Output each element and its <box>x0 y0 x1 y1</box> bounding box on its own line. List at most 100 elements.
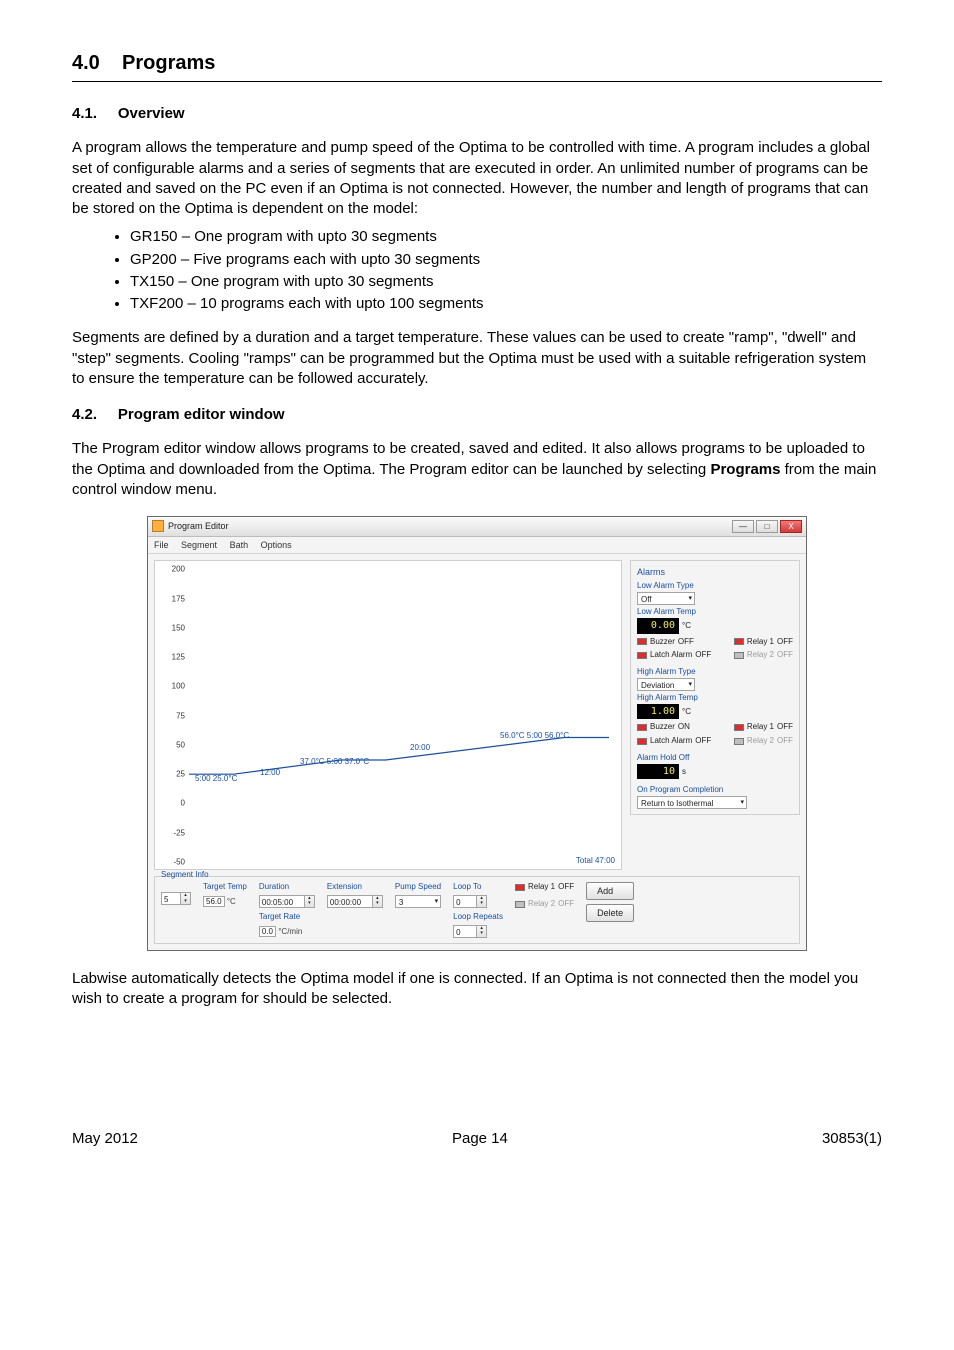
loop-to-label: Loop To <box>453 882 503 893</box>
seg-relay1-label: Relay 1 <box>528 882 555 893</box>
list-item: TXF200 – 10 programs each with upto 100 … <box>130 294 882 314</box>
extension-input[interactable]: 00:00:00 <box>327 895 373 908</box>
target-rate-input[interactable]: 0.0 <box>259 926 276 937</box>
low-relay1-state: OFF <box>777 637 793 648</box>
sub2-number: 4.2. <box>72 406 97 423</box>
pump-speed-select[interactable]: 3 <box>395 895 441 908</box>
relay-led-icon[interactable] <box>515 884 525 891</box>
loop-repeats-input[interactable]: 0 <box>453 925 477 938</box>
low-buzzer-label: Buzzer <box>650 637 675 648</box>
alarm-hold-label: Alarm Hold Off <box>637 753 793 764</box>
y-tick: 200 <box>157 565 185 576</box>
alarm-hold-value[interactable]: 10 <box>637 764 679 780</box>
list-item: TX150 – One program with upto 30 segment… <box>130 272 882 292</box>
low-buzzer-state: OFF <box>678 637 694 648</box>
y-tick: 175 <box>157 594 185 605</box>
target-temp-label: Target Temp <box>203 882 247 893</box>
duration-input[interactable]: 00:05:00 <box>259 895 305 908</box>
low-alarm-temp-value[interactable]: 0.00 <box>637 618 679 634</box>
duration-label: Duration <box>259 882 315 893</box>
high-buzzer-state: ON <box>678 722 690 733</box>
low-latch-state: OFF <box>695 650 711 661</box>
list-item: GP200 – Five programs each with upto 30 … <box>130 250 882 270</box>
segment-info-title: Segment Info <box>161 870 209 881</box>
maximize-button[interactable]: □ <box>756 520 778 533</box>
low-alarm-type-label: Low Alarm Type <box>637 581 793 592</box>
high-alarm-temp-value[interactable]: 1.00 <box>637 704 679 720</box>
chart-annotation: 20:00 <box>410 743 430 754</box>
high-buzzer-label: Buzzer <box>650 722 675 733</box>
menu-file[interactable]: File <box>154 540 169 550</box>
model-bullet-list: GR150 – One program with upto 30 segment… <box>72 227 882 314</box>
relay-led-icon[interactable] <box>734 638 744 645</box>
segments-paragraph: Segments are defined by a duration and a… <box>72 328 882 389</box>
footer-mid: Page 14 <box>452 1129 508 1149</box>
sub1-title: Overview <box>118 105 185 122</box>
app-icon <box>152 520 164 532</box>
minimize-button[interactable]: — <box>732 520 754 533</box>
spinner-icon[interactable]: ▴▾ <box>305 895 315 908</box>
relay-led-icon <box>734 738 744 745</box>
extension-label: Extension <box>327 882 383 893</box>
chart-annotation: 12:00 <box>260 768 280 779</box>
latch-led-icon[interactable] <box>637 738 647 745</box>
pew-bold: Programs <box>710 461 780 478</box>
chart-annotation: 5:00 25.0°C <box>195 774 237 785</box>
program-chart[interactable]: 200 175 150 125 100 75 50 25 0 -25 -50 5… <box>154 560 622 870</box>
high-relay2-state: OFF <box>777 736 793 747</box>
latch-led-icon[interactable] <box>637 652 647 659</box>
page-footer: May 2012 Page 14 30853(1) <box>72 1129 882 1149</box>
relay-led-icon <box>734 652 744 659</box>
completion-select[interactable]: Return to Isothermal <box>637 796 747 809</box>
closing-paragraph: Labwise automatically detects the Optima… <box>72 969 882 1010</box>
close-button[interactable]: X <box>780 520 802 533</box>
high-latch-label: Latch Alarm <box>650 736 692 747</box>
seg-relay2-label: Relay 2 <box>528 899 555 910</box>
add-button[interactable]: Add <box>586 882 634 900</box>
menu-segment[interactable]: Segment <box>181 540 217 550</box>
spinner-icon[interactable]: ▴▾ <box>477 925 487 938</box>
chart-annotation: 37.0°C 5:00 37.0°C <box>300 757 369 768</box>
high-relay1-state: OFF <box>777 722 793 733</box>
spinner-icon[interactable]: ▴▾ <box>477 895 487 908</box>
buzzer-led-icon[interactable] <box>637 638 647 645</box>
spinner-icon[interactable]: ▴▾ <box>373 895 383 908</box>
alarms-panel: Alarms Low Alarm Type Off Low Alarm Temp… <box>630 560 800 815</box>
alarms-title: Alarms <box>637 566 793 578</box>
section-heading: 4.0 Programs <box>72 50 882 77</box>
overview-paragraph: A program allows the temperature and pum… <box>72 138 882 219</box>
loop-to-input[interactable]: 0 <box>453 895 477 908</box>
segment-index-input[interactable]: 5 <box>161 892 181 905</box>
target-rate-label: Target Rate <box>259 912 315 923</box>
high-alarm-temp-label: High Alarm Temp <box>637 693 793 704</box>
pew-paragraph: The Program editor window allows program… <box>72 439 882 500</box>
high-alarm-temp-unit: °C <box>682 707 691 716</box>
spinner-icon[interactable]: ▴▾ <box>181 892 191 905</box>
high-alarm-type-select[interactable]: Deviation <box>637 678 695 691</box>
titlebar[interactable]: Program Editor — □ X <box>148 517 806 537</box>
y-tick: 75 <box>157 711 185 722</box>
low-relay1-label: Relay 1 <box>747 637 774 648</box>
footer-left: May 2012 <box>72 1129 138 1149</box>
y-tick: 50 <box>157 741 185 752</box>
buzzer-led-icon[interactable] <box>637 724 647 731</box>
menu-options[interactable]: Options <box>261 540 292 550</box>
list-item: GR150 – One program with upto 30 segment… <box>130 227 882 247</box>
section-title: Programs <box>122 52 215 74</box>
delete-button[interactable]: Delete <box>586 904 634 922</box>
target-temp-input[interactable]: 56.0 <box>203 896 225 907</box>
y-tick: 100 <box>157 682 185 693</box>
alarm-hold-unit: s <box>682 767 686 776</box>
low-alarm-type-select[interactable]: Off <box>637 592 695 605</box>
relay-led-icon[interactable] <box>734 724 744 731</box>
chart-svg <box>189 567 609 863</box>
menu-bath[interactable]: Bath <box>230 540 249 550</box>
pump-speed-label: Pump Speed <box>395 882 441 893</box>
y-tick: 0 <box>157 799 185 810</box>
y-tick: 25 <box>157 770 185 781</box>
low-relay2-label: Relay 2 <box>747 650 774 661</box>
section-rule <box>72 81 882 82</box>
footer-right: 30853(1) <box>822 1129 882 1149</box>
program-editor-window: Program Editor — □ X File Segment Bath O… <box>147 516 807 951</box>
low-alarm-temp-label: Low Alarm Temp <box>637 607 793 618</box>
